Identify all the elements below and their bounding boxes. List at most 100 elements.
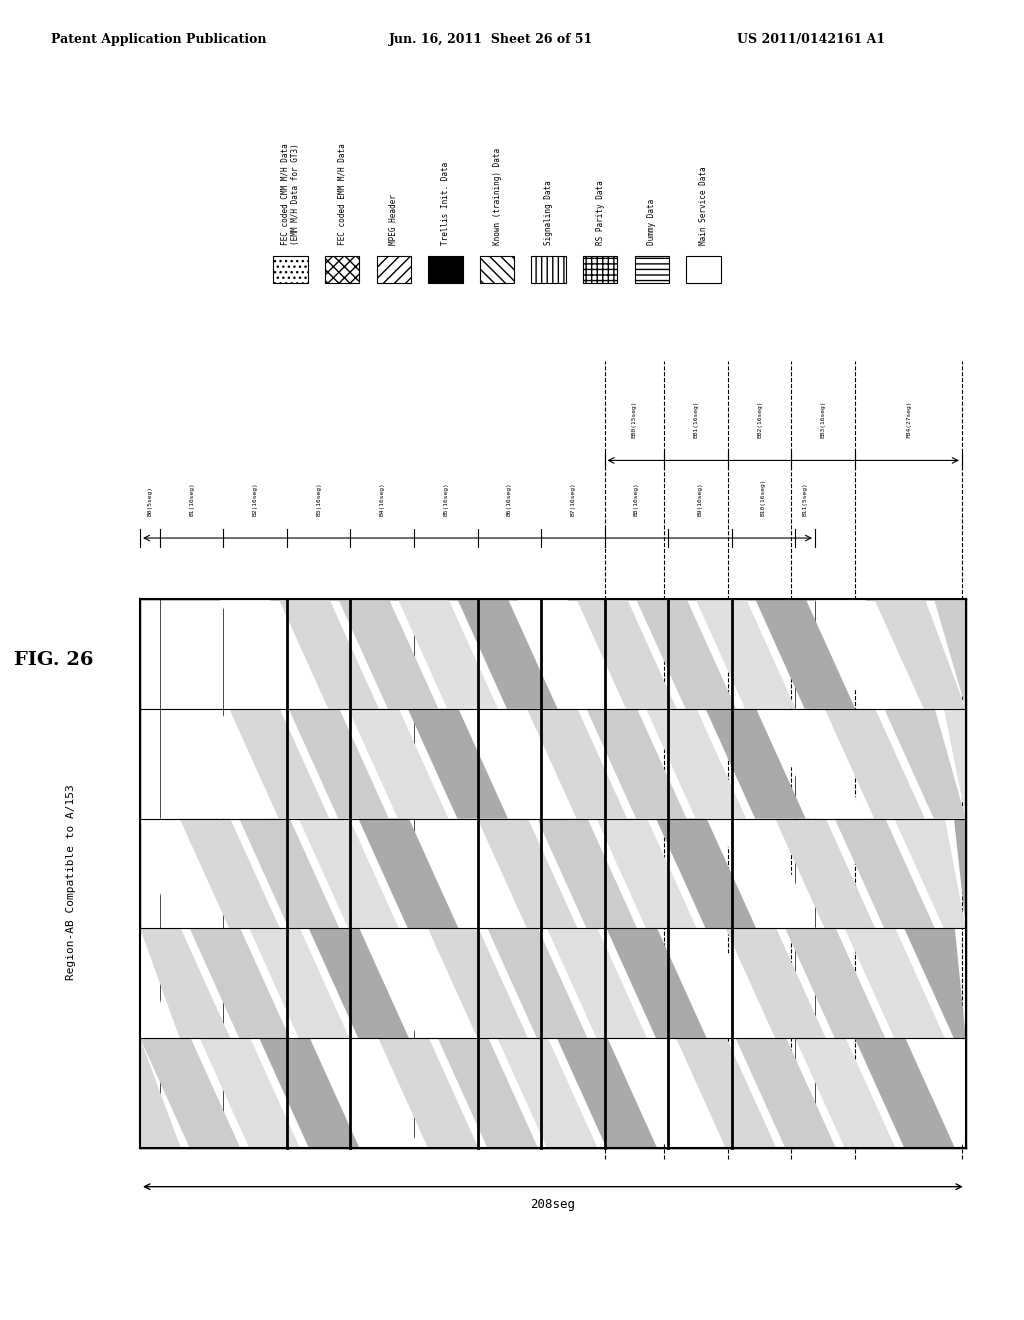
Text: B6(16seg): B6(16seg) — [507, 482, 512, 516]
Polygon shape — [735, 1038, 836, 1148]
Polygon shape — [636, 599, 736, 709]
Text: MPEG Header: MPEG Header — [389, 194, 398, 246]
Text: Region-AB Compatible to A/153: Region-AB Compatible to A/153 — [67, 784, 76, 979]
Polygon shape — [397, 599, 498, 709]
Text: FB4(27seg): FB4(27seg) — [906, 401, 910, 438]
Polygon shape — [219, 599, 319, 709]
Polygon shape — [815, 599, 914, 709]
Polygon shape — [140, 928, 230, 1038]
Bar — [583, 256, 617, 282]
Bar — [480, 256, 514, 282]
Text: Known (training) Data: Known (training) Data — [493, 148, 502, 246]
Polygon shape — [140, 818, 220, 928]
Polygon shape — [547, 928, 647, 1038]
Text: B9(16seg): B9(16seg) — [697, 482, 702, 516]
Polygon shape — [934, 599, 966, 709]
Polygon shape — [229, 709, 330, 818]
Polygon shape — [795, 1038, 895, 1148]
Polygon shape — [279, 599, 379, 709]
Polygon shape — [835, 818, 935, 928]
Polygon shape — [765, 709, 865, 818]
Text: B11(5seg): B11(5seg) — [803, 482, 808, 516]
Text: B5(16seg): B5(16seg) — [443, 482, 449, 516]
Bar — [531, 256, 566, 282]
Polygon shape — [904, 928, 966, 1038]
Polygon shape — [755, 599, 855, 709]
Text: FEC coded EMM M/H Data: FEC coded EMM M/H Data — [338, 144, 347, 246]
Text: B3(16seg): B3(16seg) — [316, 482, 322, 516]
Text: Signaling Data: Signaling Data — [544, 181, 553, 246]
Polygon shape — [249, 928, 349, 1038]
Text: Main Service Data: Main Service Data — [699, 166, 708, 246]
Polygon shape — [775, 818, 876, 928]
Polygon shape — [179, 818, 280, 928]
Polygon shape — [308, 928, 409, 1038]
Polygon shape — [318, 1038, 419, 1148]
Text: EB1(16seg): EB1(16seg) — [693, 401, 698, 438]
Text: FIG. 26: FIG. 26 — [14, 651, 94, 669]
Polygon shape — [438, 1038, 538, 1148]
Polygon shape — [874, 599, 966, 709]
Polygon shape — [487, 928, 588, 1038]
Polygon shape — [706, 709, 806, 818]
Text: EB2(16seg): EB2(16seg) — [757, 401, 762, 438]
Polygon shape — [964, 928, 966, 1038]
Polygon shape — [467, 709, 567, 818]
Polygon shape — [418, 818, 518, 928]
Bar — [377, 256, 411, 282]
Polygon shape — [676, 1038, 776, 1148]
Polygon shape — [656, 818, 756, 928]
Text: EB0(15seg): EB0(15seg) — [632, 401, 637, 438]
Polygon shape — [884, 709, 966, 818]
Polygon shape — [458, 599, 557, 709]
Text: 208seg: 208seg — [530, 1197, 575, 1210]
Polygon shape — [845, 928, 945, 1038]
Polygon shape — [498, 1038, 598, 1148]
Polygon shape — [299, 818, 399, 928]
Text: B2(16seg): B2(16seg) — [253, 482, 258, 516]
Polygon shape — [953, 818, 966, 928]
Polygon shape — [140, 928, 171, 1038]
Polygon shape — [527, 709, 627, 818]
Text: EB3(16seg): EB3(16seg) — [820, 401, 825, 438]
Polygon shape — [606, 928, 707, 1038]
Polygon shape — [557, 1038, 657, 1148]
Bar — [273, 256, 308, 282]
Polygon shape — [408, 709, 508, 818]
Text: B0(5seg): B0(5seg) — [147, 486, 153, 516]
Polygon shape — [695, 599, 796, 709]
Polygon shape — [944, 709, 966, 818]
Polygon shape — [537, 818, 637, 928]
Polygon shape — [200, 1038, 300, 1148]
Polygon shape — [338, 599, 438, 709]
Polygon shape — [577, 599, 677, 709]
Text: B8(16seg): B8(16seg) — [634, 482, 639, 516]
Polygon shape — [726, 928, 825, 1038]
Text: Patent Application Publication: Patent Application Publication — [51, 33, 266, 46]
Text: B1(16seg): B1(16seg) — [189, 482, 195, 516]
Polygon shape — [358, 818, 459, 928]
Polygon shape — [348, 709, 449, 818]
Polygon shape — [596, 818, 696, 928]
Polygon shape — [140, 1038, 180, 1148]
Bar — [686, 256, 721, 282]
Polygon shape — [855, 1038, 954, 1148]
Polygon shape — [914, 1038, 966, 1148]
Polygon shape — [666, 928, 766, 1038]
Polygon shape — [894, 818, 966, 928]
Polygon shape — [616, 1038, 717, 1148]
Polygon shape — [378, 1038, 478, 1148]
Polygon shape — [428, 928, 528, 1038]
Polygon shape — [240, 818, 339, 928]
Text: B4(16seg): B4(16seg) — [380, 482, 385, 516]
Text: Jun. 16, 2011  Sheet 26 of 51: Jun. 16, 2011 Sheet 26 of 51 — [389, 33, 593, 46]
Polygon shape — [189, 928, 290, 1038]
Polygon shape — [369, 928, 468, 1038]
Polygon shape — [259, 1038, 359, 1148]
Polygon shape — [170, 709, 269, 818]
Polygon shape — [785, 928, 886, 1038]
Text: Trellis Init. Data: Trellis Init. Data — [441, 162, 450, 246]
Bar — [428, 256, 463, 282]
Text: FEC coded CMM M/H Data
(EMM M/H Data for GT3): FEC coded CMM M/H Data (EMM M/H Data for… — [281, 144, 300, 246]
Polygon shape — [517, 599, 617, 709]
